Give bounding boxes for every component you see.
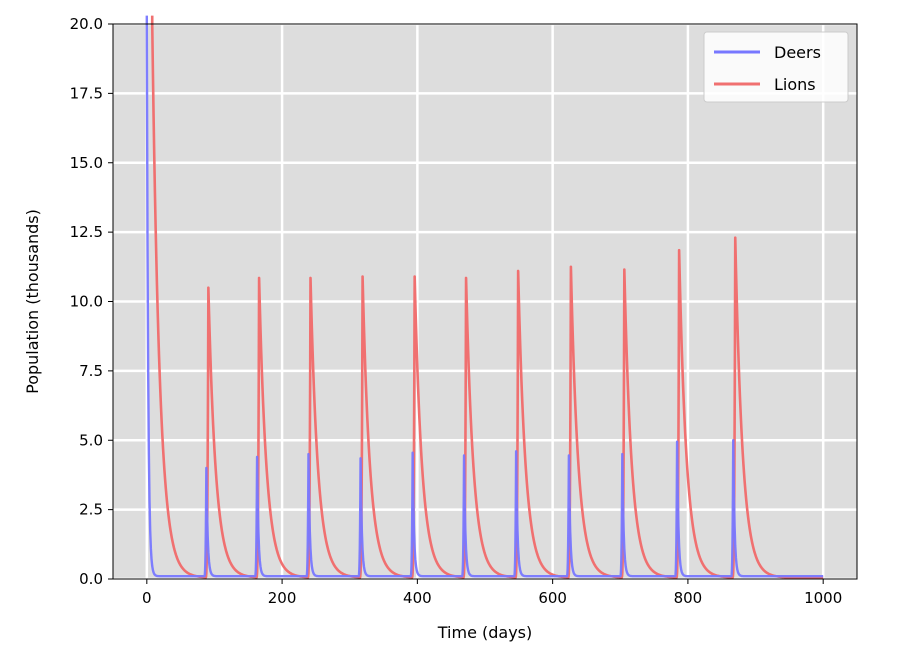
y-tick-label: 0.0 [79, 570, 103, 588]
x-axis-label: Time (days) [437, 623, 533, 642]
x-axis-ticks: 0 200 400 600 800 1000 [142, 579, 842, 607]
y-tick-label: 10.0 [70, 293, 103, 311]
y-tick-label: 12.5 [70, 223, 103, 241]
x-tick-label: 1000 [804, 589, 842, 607]
legend: Deers Lions [703, 31, 849, 103]
x-tick-label: 400 [403, 589, 432, 607]
legend-label-lions: Lions [774, 75, 816, 94]
y-tick-label: 15.0 [70, 154, 103, 172]
x-tick-label: 800 [674, 589, 703, 607]
series-line-lions [150, 15, 824, 579]
x-tick-label: 200 [268, 589, 297, 607]
series-line-deers [145, 15, 824, 578]
y-tick-label: 17.5 [70, 84, 103, 102]
legend-label-deers: Deers [774, 43, 821, 62]
x-tick-label: 0 [142, 589, 152, 607]
y-tick-label: 20.0 [70, 15, 103, 33]
y-tick-label: 5.0 [79, 431, 103, 449]
y-tick-label: 7.5 [79, 362, 103, 380]
x-tick-label: 600 [538, 589, 567, 607]
y-axis-label: Population (thousands) [23, 209, 42, 394]
y-axis-ticks: 0.0 2.5 5.0 7.5 10.0 12.5 15.0 17.5 20.0 [70, 15, 113, 588]
y-tick-label: 2.5 [79, 501, 103, 519]
series-layer [145, 15, 824, 579]
